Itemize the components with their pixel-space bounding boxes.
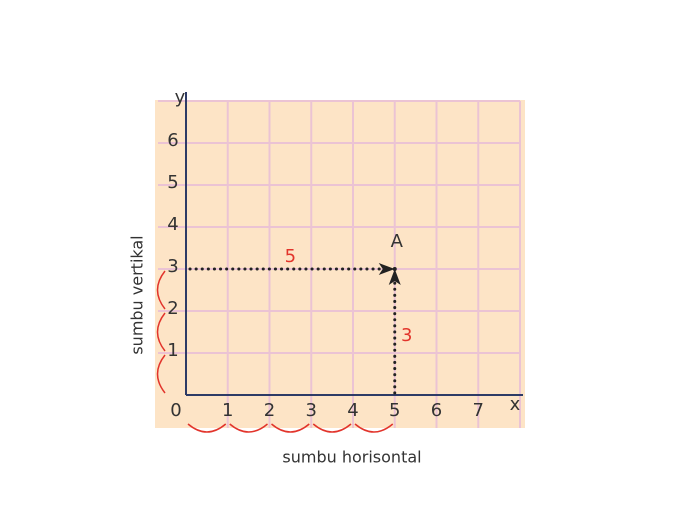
y-tick-label: 3 — [167, 256, 178, 277]
y-tick-label: 1 — [167, 340, 178, 361]
arrowhead — [388, 269, 401, 285]
x-tick-label: 7 — [473, 400, 484, 421]
x-tick-label: 3 — [306, 400, 317, 421]
y-axis-name: y — [175, 87, 186, 108]
brace — [312, 423, 352, 433]
brace — [156, 270, 166, 310]
x-tick-label: 4 — [347, 400, 358, 421]
plot-background — [155, 100, 525, 428]
brace — [187, 423, 227, 433]
x-tick-label: 1 — [222, 400, 233, 421]
x-tick-label: 2 — [264, 400, 275, 421]
y-tick-label: 4 — [167, 214, 178, 235]
x-tick-label: 6 — [431, 400, 442, 421]
y-tick-label: 5 — [167, 172, 178, 193]
x-axis-name: x — [510, 394, 521, 415]
brace — [354, 423, 394, 433]
y-tick-label: 6 — [167, 130, 178, 151]
brace — [156, 312, 166, 352]
y-axis-label: sumbu vertikal — [128, 235, 147, 354]
annotation: 3 — [401, 325, 412, 346]
annotation: 5 — [285, 246, 296, 267]
y-tick-label: 2 — [167, 298, 178, 319]
arrowhead — [378, 263, 395, 275]
point — [392, 267, 397, 271]
brace — [156, 354, 166, 394]
point-label: A — [391, 231, 404, 252]
brace — [229, 423, 268, 433]
x-tick-label: 5 — [389, 400, 400, 421]
x-axis-label: sumbu horisontal — [282, 448, 421, 467]
brace — [271, 423, 310, 433]
x-tick-label: 0 — [170, 400, 181, 421]
